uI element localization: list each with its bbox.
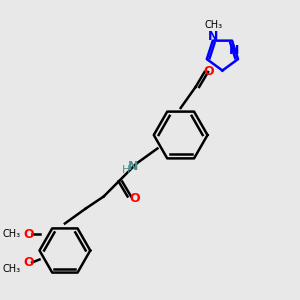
Text: O: O — [24, 256, 34, 269]
Text: O: O — [130, 191, 140, 205]
Text: O: O — [24, 227, 34, 241]
Text: CH₃: CH₃ — [204, 20, 223, 31]
Text: N: N — [128, 160, 139, 173]
Text: O: O — [204, 65, 214, 79]
Text: CH₃: CH₃ — [2, 229, 20, 239]
Text: H: H — [122, 165, 130, 175]
Text: N: N — [208, 29, 219, 43]
Text: N: N — [229, 44, 239, 58]
Text: CH₃: CH₃ — [2, 263, 20, 274]
